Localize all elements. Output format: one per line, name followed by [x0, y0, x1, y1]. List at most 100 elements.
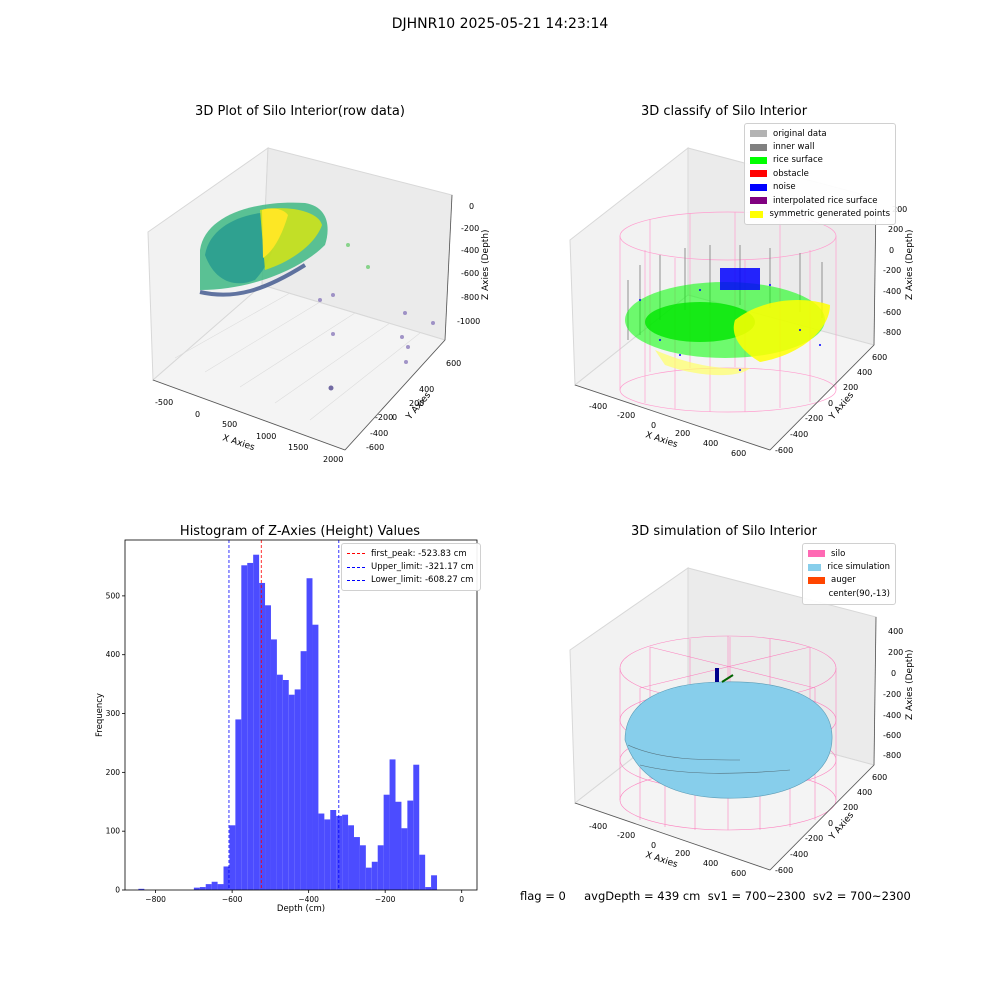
legend-label: first_peak: -523.83 cm [371, 548, 467, 559]
sim-x-tick: 200 [675, 849, 690, 858]
legend-label: original data [773, 128, 827, 139]
raw-z-tick: -600 [461, 269, 479, 278]
legend-label: obstacle [773, 168, 809, 179]
raw-x-tick: 2000 [323, 455, 343, 464]
legend-item-silo: silo [808, 547, 890, 560]
histogram-bar [205, 884, 212, 890]
sim-y-tick: -600 [775, 866, 793, 875]
raw-x-tick: 1000 [256, 432, 276, 441]
raw-z-tick: -400 [461, 246, 479, 255]
histogram-x-tick-label: −800 [145, 895, 166, 904]
histogram-bar [223, 866, 230, 890]
histogram-bar [377, 845, 384, 890]
histogram-bar [288, 694, 295, 890]
histogram-bar [413, 764, 420, 890]
sim-z-tick: -600 [883, 731, 901, 740]
legend-swatch [750, 197, 767, 205]
histogram-bar [300, 651, 307, 890]
sim-z-tick: 0 [891, 669, 896, 678]
raw-y-tick: 200 [409, 399, 424, 408]
classify-y-tick: 600 [872, 353, 887, 362]
legend-label: symmetric generated points [769, 209, 890, 220]
histogram-bar [359, 845, 366, 890]
histogram-x-tick-label: −200 [375, 895, 396, 904]
raw-z-tick: -1000 [457, 317, 480, 326]
histogram-bar [383, 794, 390, 890]
histogram-bar [395, 801, 402, 890]
histogram-bar [419, 854, 426, 890]
rice-simulation-surface [624, 681, 833, 799]
legend-item-center: center(90,-13) [808, 587, 890, 600]
raw-y-tick: -600 [366, 443, 384, 452]
histogram-bar [389, 759, 396, 890]
simulation-legend: silo rice simulation auger center(90,-13… [802, 543, 896, 605]
raw-y-tick-labels: 600 400 0 -400 -200 -600 200 [366, 359, 461, 452]
legend-label: noise [773, 182, 796, 193]
sim-y-tick: 200 [843, 803, 858, 812]
histogram: −800 −600 −400 −200 0 0 100 200 300 400 500 Depth… [95, 539, 478, 914]
sim-y-tick: -400 [790, 850, 808, 859]
legend-label: rice surface [773, 155, 823, 166]
raw-x-tick: 500 [222, 420, 237, 429]
histogram-bar [193, 887, 200, 890]
histogram-bar [276, 674, 283, 890]
legend-item-rice-simulation: rice simulation [808, 560, 890, 573]
raw-z-tick: -800 [461, 293, 479, 302]
raw-panel-title: 3D Plot of Silo Interior(row data) [195, 104, 405, 119]
histogram-x-tick-label: −400 [298, 895, 319, 904]
legend-item-obstacle: obstacle [750, 167, 890, 180]
histogram-bar [371, 861, 378, 890]
classify-z-tick: 0 [889, 246, 894, 255]
legend-swatch [808, 550, 825, 558]
sim-z-tick: -800 [883, 751, 901, 760]
histogram-bar [270, 639, 277, 890]
auger-marker [715, 668, 719, 682]
legend-item-auger: auger [808, 574, 890, 587]
histogram-bar [431, 875, 438, 890]
histogram-x-label: Depth (cm) [277, 904, 325, 914]
raw-y-tick: -400 [370, 429, 388, 438]
histogram-y-tick-label: 0 [115, 886, 120, 895]
legend-label: auger [831, 575, 856, 586]
histogram-bar [330, 810, 337, 890]
sim-x-tick: 400 [703, 859, 718, 868]
legend-swatch [750, 210, 764, 218]
raw-x-tick-labels: -500 0 500 1000 1500 2000 [155, 398, 343, 464]
sim-y-tick: 400 [857, 788, 872, 797]
histogram-bar [235, 719, 242, 890]
classify-z-tick: -400 [883, 287, 901, 296]
legend-item-lower-limit: Lower_limit: -608.27 cm [347, 574, 475, 587]
classify-y-tick: -400 [790, 430, 808, 439]
histogram-bar [211, 881, 218, 890]
histogram-bar [229, 825, 236, 890]
histogram-bar [324, 819, 331, 890]
histogram-bar [217, 884, 224, 890]
legend-line [347, 579, 365, 581]
legend-swatch [750, 170, 767, 178]
legend-item-first-peak: first_peak: -523.83 cm [347, 547, 475, 560]
histogram-bar [138, 888, 145, 890]
sim-z-tick: 200 [888, 648, 903, 657]
legend-item-original-data: original data [750, 127, 890, 140]
classify-z-axis-label: Z Axies (Depth) [905, 229, 915, 300]
legend-item-noise: noise [750, 181, 890, 194]
raw-x-tick: 0 [195, 410, 200, 419]
histogram-y-tick-label: 500 [106, 591, 121, 600]
classify-x-tick: 400 [703, 439, 718, 448]
histogram-bar [348, 825, 354, 890]
sim-z-tick: -400 [883, 711, 901, 720]
sim-x-tick: 0 [651, 841, 656, 850]
histogram-y-label: Frequency [95, 693, 105, 737]
classify-z-tick: -200 [883, 266, 901, 275]
raw-y-tick: -200 [375, 413, 393, 422]
raw-x-axis-label: X Axies [221, 433, 256, 453]
sim-y-tick: -200 [805, 834, 823, 843]
classify-y-tick: 200 [843, 383, 858, 392]
sim-x-axis-label: X Axies [644, 850, 679, 870]
histogram-x-ticks: −800 −600 −400 −200 0 [145, 890, 464, 904]
legend-label: Upper_limit: -321.17 cm [371, 562, 474, 573]
histogram-bar [241, 565, 248, 890]
legend-item-upper-limit: Upper_limit: -321.17 cm [347, 560, 475, 573]
legend-label: center(90,-13) [828, 588, 890, 599]
